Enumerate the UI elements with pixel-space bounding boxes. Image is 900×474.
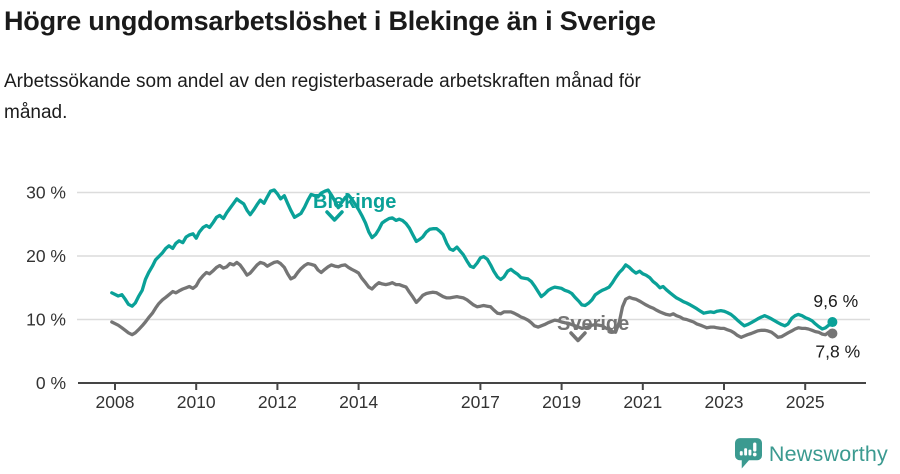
x-tick-label-2017: 2017 (461, 392, 500, 412)
y-tick-label-20: 20 % (26, 246, 66, 266)
series-line-blekinge (110, 188, 835, 331)
sverige-pointer-icon (569, 331, 587, 343)
x-tick-label-2023: 2023 (705, 392, 744, 412)
gridlines (77, 191, 870, 321)
x-tick-label-2008: 2008 (96, 392, 135, 412)
x-tick-label-2025: 2025 (786, 392, 825, 412)
y-tick-label-30: 30 % (26, 183, 66, 203)
end-value-label-sverige: 7,8 % (815, 341, 860, 361)
end-dot-blekinge (827, 317, 838, 328)
subtitle-line-1: Arbetssökande som andel av den registerb… (4, 71, 641, 92)
x-tick-label-2021: 2021 (623, 392, 662, 412)
x-tick-label-2014: 2014 (339, 392, 378, 412)
annotations: Sverige 7,8 % Blekinge 9,6 % (313, 191, 860, 361)
series-label-sverige: Sverige (557, 313, 629, 335)
blekinge-pointer-icon (325, 210, 344, 222)
chart-subtitle: Arbetssökande som andel av den registerb… (4, 66, 864, 128)
x-tick-label-2010: 2010 (177, 392, 216, 412)
y-axis-labels: 0 % 10 % 20 % 30 % (26, 183, 66, 394)
y-tick-label-0: 0 % (36, 373, 66, 393)
newsworthy-logo: Newsworthy (734, 438, 888, 471)
newsworthy-logo-text: Newsworthy (768, 442, 888, 466)
newsworthy-bubble-chart-icon (734, 438, 762, 469)
series-label-blekinge: Blekinge (313, 191, 396, 213)
unemployment-line-chart: 0 % 10 % 20 % 30 % 2008 2010 2012 2014 2017 2019… (26, 183, 870, 412)
page-title: Högre ungdomsarbetslöshet i Blekinge än … (4, 6, 656, 36)
subtitle-line-2: månad. (4, 102, 68, 123)
x-axis (78, 382, 866, 390)
x-tick-label-2012: 2012 (258, 392, 297, 412)
end-value-label-blekinge: 9,6 % (813, 291, 858, 311)
end-dot-sverige (827, 328, 838, 339)
x-axis-labels: 2008 2010 2012 2014 2017 2019 2021 2023 2025 (96, 392, 825, 412)
series-line-sverige (110, 260, 835, 339)
x-tick-label-2019: 2019 (542, 392, 581, 412)
data-series (110, 188, 838, 339)
y-tick-label-10: 10 % (26, 310, 66, 330)
